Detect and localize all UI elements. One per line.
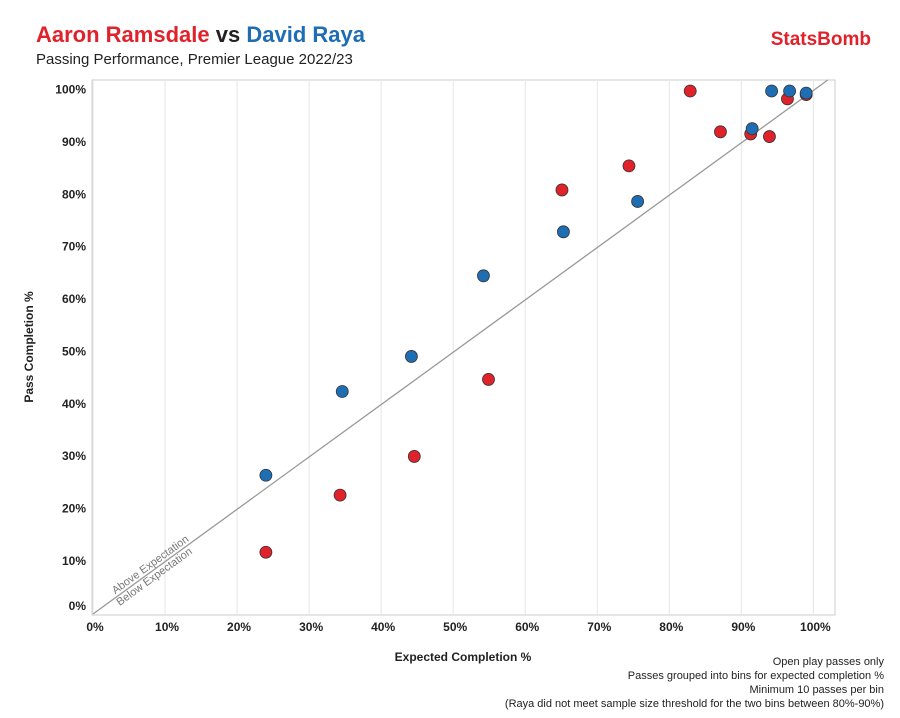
x-tick-label: 10%	[155, 620, 179, 634]
point	[683, 84, 697, 98]
y-tick-label: 80%	[62, 187, 86, 201]
x-tick-label: 90%	[731, 620, 755, 634]
point	[407, 450, 421, 463]
reference-line	[92, 79, 829, 615]
title-player-2: David Raya	[246, 22, 365, 47]
point	[631, 195, 645, 208]
point	[259, 545, 273, 559]
point	[477, 269, 490, 283]
x-tick-label: 60%	[515, 620, 539, 634]
point	[745, 122, 759, 136]
notes: Open play passes only Passes grouped into…	[505, 656, 885, 710]
note: Passes grouped into bins for expected co…	[628, 670, 884, 682]
point	[763, 130, 776, 143]
y-tick-label: 50%	[62, 344, 86, 358]
note: Open play passes only	[773, 656, 885, 668]
chart-subtitle: Passing Performance, Premier League 2022…	[36, 51, 353, 68]
x-tick-label: 30%	[299, 620, 323, 634]
x-tick-label: 100%	[800, 620, 831, 634]
point	[622, 159, 636, 173]
x-tick-label: 50%	[443, 620, 467, 634]
brand: StatsBomb	[771, 29, 871, 50]
x-tick-label: 20%	[227, 620, 251, 634]
y-tick-label: 20%	[62, 501, 86, 515]
y-tick-label: 90%	[62, 135, 86, 149]
point	[259, 468, 273, 482]
y-tick-label: 30%	[62, 449, 86, 463]
point	[765, 84, 779, 98]
point	[335, 385, 349, 398]
point	[714, 125, 727, 139]
point	[557, 225, 570, 239]
plot-frame	[91, 79, 836, 616]
point	[333, 488, 347, 502]
y-tick-label: 70%	[62, 240, 86, 254]
x-tick-label: 80%	[659, 620, 683, 634]
title-connector: vs	[216, 22, 240, 47]
title-player-1: Aaron Ramsdale	[36, 22, 210, 47]
y-tick-label: 40%	[62, 397, 86, 411]
point	[482, 373, 495, 386]
y-tick-label: 60%	[62, 292, 86, 306]
x-tick-label: 70%	[587, 620, 611, 634]
point	[799, 86, 813, 100]
y-tick-label: 10%	[62, 554, 86, 568]
x-axis-label: Expected Completion %	[395, 650, 532, 664]
point	[555, 183, 569, 197]
note: (Raya did not meet sample size threshold…	[505, 698, 884, 710]
x-tick-label: 0%	[86, 620, 104, 634]
note: Minimum 10 passes per bin	[749, 684, 884, 696]
chart-title: Aaron Ramsdale vs David Raya	[36, 22, 366, 47]
y-axis-label: Pass Completion %	[22, 291, 36, 403]
y-tick-label: 0%	[69, 599, 87, 613]
y-tick-label: 100%	[55, 83, 86, 97]
point	[405, 350, 418, 363]
point	[783, 84, 797, 98]
x-tick-label: 40%	[371, 620, 395, 634]
